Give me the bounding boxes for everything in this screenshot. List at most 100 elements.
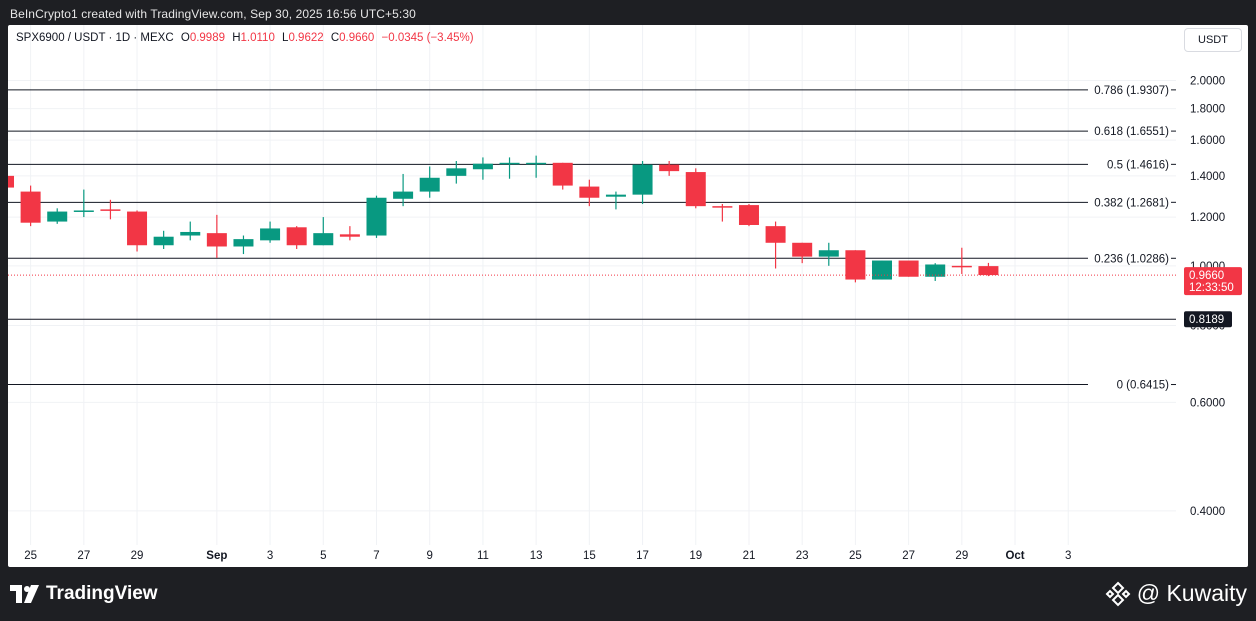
candle-body (20, 191, 41, 223)
fib-level-label: 0.236 (1.0286) (1094, 253, 1169, 265)
candle (685, 168, 706, 209)
fib-levels: 0.786 (1.9307) 0.618 (1.6551) 0.5 (1.4616)… (8, 85, 1176, 392)
candle-body (206, 233, 227, 247)
high-value: 1.0110 (240, 32, 275, 44)
binance-icon (1105, 581, 1131, 606)
high-label: H (232, 32, 241, 44)
x-tick-label: 13 (530, 550, 543, 562)
x-tick-label: 3 (267, 550, 273, 562)
candle-body (153, 236, 174, 246)
x-tick-label: 9 (427, 550, 433, 562)
candle-body (47, 211, 68, 222)
candle-body (792, 242, 813, 257)
candle-body (632, 164, 653, 195)
fib-level-label: 0.382 (1.2681) (1094, 197, 1169, 209)
symbol-name[interactable]: SPX6900 / USDT · 1D · MEXC (16, 32, 174, 44)
footer: TradingView @ Kuwaity (0, 567, 1256, 621)
candle-body (552, 162, 573, 186)
x-tick-label: 27 (77, 550, 90, 562)
last-price-label: 0.9660 (1189, 270, 1224, 282)
candle-body (978, 266, 999, 276)
candle (978, 262, 999, 277)
candle-body (8, 175, 15, 188)
candles (8, 155, 999, 283)
candle-body (872, 260, 893, 280)
watermark: @ Kuwaity (1105, 580, 1247, 607)
fib-level-label: 0 (0.6415) (1117, 380, 1170, 392)
candle (366, 195, 387, 238)
candle-body (818, 250, 839, 257)
candle (446, 160, 467, 184)
y-tick-label: 2.0000 (1190, 75, 1225, 87)
candle-body (685, 172, 706, 207)
x-tick-label: 3 (1065, 550, 1071, 562)
candlestick-chart[interactable]: 0.786 (1.9307) 0.618 (1.6551) 0.5 (1.4616)… (8, 25, 1248, 567)
countdown-label: 12:33:50 (1189, 282, 1234, 294)
candle (898, 260, 919, 277)
candle (73, 189, 94, 218)
candle-body (446, 168, 467, 176)
candle (127, 210, 148, 252)
chart-panel[interactable]: 0.786 (1.9307) 0.618 (1.6551) 0.5 (1.4616)… (8, 25, 1248, 567)
candle (552, 162, 573, 190)
candle (206, 214, 227, 258)
candle (419, 166, 440, 198)
x-tick-label: 15 (583, 550, 596, 562)
watermark-text: @ Kuwaity (1136, 580, 1247, 606)
candle-body (951, 265, 972, 268)
candle-body (313, 233, 334, 246)
candle (233, 235, 254, 255)
candle (8, 175, 15, 188)
candle-body (765, 226, 786, 243)
x-tick-label: 7 (373, 550, 379, 562)
x-axis: 25 27 29 Sep 3 5 7 9 11 13 15 17 19 21 23 25 27 29 Oct 3 (24, 550, 1071, 562)
tradingview-logo[interactable]: TradingView (10, 583, 158, 605)
candle-body (579, 186, 600, 198)
y-tick-label: 1.2000 (1190, 212, 1225, 224)
candle (526, 155, 547, 178)
candle (339, 226, 360, 241)
tradingview-logo-icon (10, 585, 39, 603)
candle-body (526, 162, 547, 165)
x-tick-label: Oct (1005, 550, 1024, 562)
candle (872, 260, 893, 280)
candle-body (100, 209, 121, 211)
candle (792, 242, 813, 264)
y-axis: 0.40000.60000.80001.00001.20001.40001.60… (1190, 75, 1225, 517)
x-tick-label: 11 (477, 550, 489, 562)
candle (472, 157, 493, 180)
candle (286, 226, 307, 249)
fib-level-label: 0.618 (1.6551) (1094, 126, 1169, 138)
candle (20, 185, 41, 227)
candle-body (738, 205, 759, 225)
candle-body (845, 250, 866, 280)
candle-body (712, 206, 733, 208)
chart-caption: BeInCrypto1 created with TradingView.com… (10, 7, 416, 21)
candle-body (286, 227, 307, 246)
candle-body (393, 191, 414, 199)
candle (712, 204, 733, 222)
candle-body (233, 239, 254, 247)
fib-level-label: 0.786 (1.9307) (1094, 85, 1169, 97)
price-change: −0.0345 (−3.45%) (381, 32, 474, 44)
open-label: O (180, 32, 190, 44)
support-price-label: 0.8189 (1189, 314, 1224, 326)
candle-body (499, 162, 520, 165)
grid-layer (8, 25, 1176, 545)
candle-body (925, 264, 946, 277)
y-tick-label: 0.4000 (1190, 506, 1225, 518)
currency-button[interactable]: USDT (1184, 28, 1242, 52)
candle-body (339, 234, 360, 237)
candle-body (260, 228, 281, 241)
y-tick-label: 1.6000 (1190, 135, 1225, 147)
x-tick-label: 21 (743, 550, 756, 562)
candle (738, 204, 759, 227)
open-value: 0.9989 (189, 32, 225, 44)
fib-level-label: 0.5 (1.4616) (1107, 159, 1169, 171)
x-tick-label: 25 (849, 550, 862, 562)
candle-body (472, 163, 493, 170)
candle (180, 221, 201, 241)
close-value: 0.9660 (339, 32, 375, 44)
candle (605, 191, 626, 210)
